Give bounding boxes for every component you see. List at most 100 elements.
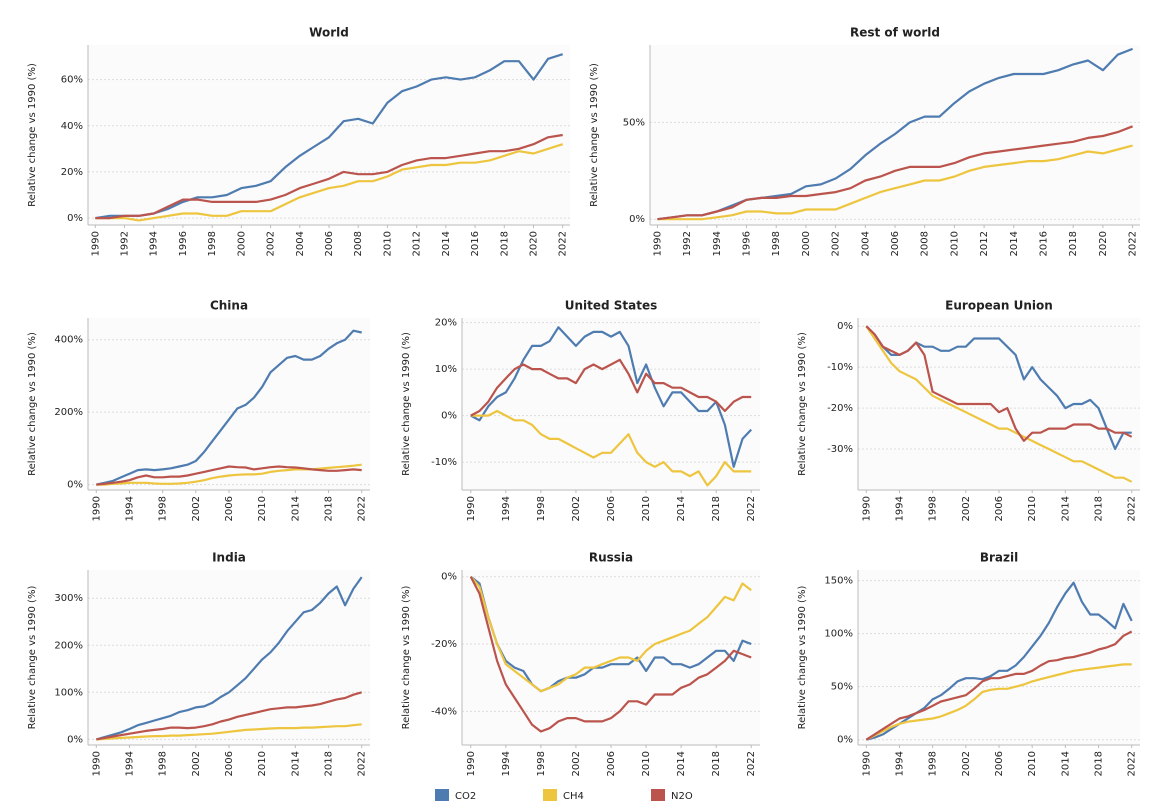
x-tick-label: 1998 [771, 231, 782, 256]
x-tick-label: 1998 [928, 496, 939, 521]
x-tick-label: 2012 [412, 231, 423, 256]
x-tick-label: 2002 [191, 751, 202, 776]
x-tick-label: 1998 [158, 496, 169, 521]
x-tick-label: 2018 [324, 496, 335, 521]
y-tick-label: -20% [431, 639, 457, 650]
y-axis-label: Relative change vs 1990 (%) [401, 332, 412, 476]
series-line [865, 325, 1133, 442]
series-line [96, 723, 362, 741]
legend-label: CH4 [563, 791, 584, 802]
plot-area [462, 570, 760, 745]
plot-area [88, 45, 570, 225]
series-line [657, 144, 1133, 221]
y-tick-label: 0% [67, 213, 83, 224]
x-tick-label: 2010 [949, 231, 960, 256]
x-tick-label: 1998 [928, 751, 939, 776]
x-tick-label: 2012 [979, 231, 990, 256]
x-tick-label: 1996 [178, 231, 189, 256]
chart-panel: -10% 0% 10% 20% 1990 1994 1998 2002 2006 2010 2014… [401, 299, 760, 521]
x-tick-label: 1998 [536, 496, 547, 521]
x-tick-label: 1990 [652, 231, 663, 256]
legend-swatch [435, 789, 449, 801]
y-tick-label: 400% [54, 335, 83, 346]
chart-title: India [212, 551, 246, 565]
x-tick-label: 2006 [994, 496, 1005, 521]
x-tick-label: 2018 [1094, 496, 1105, 521]
x-tick-label: 2016 [1038, 231, 1049, 256]
chart-panel: 0% 50% 100% 150% 1990 1994 1998 2002 2006 2010 201… [797, 551, 1140, 776]
x-tick-label: 2010 [257, 751, 268, 776]
plot-area [858, 318, 1140, 490]
series-line [865, 663, 1132, 741]
series-line [657, 125, 1133, 221]
x-tick-label: 2000 [801, 231, 812, 256]
y-axis-label: Relative change vs 1990 (%) [27, 63, 38, 207]
y-axis-label: Relative change vs 1990 (%) [589, 63, 600, 207]
y-tick-label: 40% [61, 121, 83, 132]
series-line [469, 575, 752, 693]
x-tick-label: 2014 [676, 496, 687, 521]
x-tick-label: 2014 [1060, 751, 1071, 776]
x-tick-label: 1990 [91, 751, 102, 776]
x-tick-label: 2002 [266, 231, 277, 256]
y-tick-label: 20% [61, 167, 83, 178]
x-tick-label: 2006 [224, 496, 235, 521]
x-tick-label: 1994 [124, 751, 135, 776]
x-tick-label: 1996 [742, 231, 753, 256]
y-tick-label: 150% [824, 576, 853, 587]
x-tick-label: 2002 [191, 496, 202, 521]
y-tick-label: 10% [435, 364, 457, 375]
x-tick-label: 1992 [120, 231, 131, 256]
x-tick-label: 2010 [1027, 751, 1038, 776]
x-tick-label: 2018 [499, 231, 510, 256]
x-tick-label: 2000 [236, 231, 247, 256]
chart-title: Russia [589, 551, 633, 565]
x-tick-label: 2018 [1068, 231, 1079, 256]
legend-swatch [651, 789, 665, 801]
x-tick-label: 2020 [1098, 231, 1109, 256]
x-tick-label: 2022 [1127, 751, 1138, 776]
x-tick-label: 2022 [1128, 231, 1139, 256]
x-tick-label: 1998 [207, 231, 218, 256]
chart-title: Brazil [980, 551, 1018, 565]
y-tick-label: 300% [54, 593, 83, 604]
x-tick-label: 1994 [149, 231, 160, 256]
y-tick-label: 0% [629, 214, 645, 225]
series-line [470, 575, 752, 693]
x-tick-label: 2002 [571, 751, 582, 776]
x-tick-label: 2002 [831, 231, 842, 256]
series-line [866, 581, 1133, 741]
series-line [865, 630, 1133, 741]
x-tick-label: 2014 [290, 496, 301, 521]
x-tick-label: 1990 [861, 751, 872, 776]
y-tick-label: 60% [61, 75, 83, 86]
y-tick-label: -10% [827, 362, 853, 373]
x-tick-label: 2010 [257, 496, 268, 521]
y-tick-label: 0% [441, 572, 457, 583]
y-tick-label: -30% [827, 444, 853, 455]
x-tick-label: 2008 [920, 231, 931, 256]
series-line [95, 53, 564, 220]
y-axis-label: Relative change vs 1990 (%) [797, 586, 808, 730]
x-tick-label: 2002 [571, 496, 582, 521]
y-tick-label: -40% [431, 706, 457, 717]
chart-panel: 0% -10% -20% -30% 1990 1994 1998 2002 2006 2010 20… [797, 299, 1140, 521]
x-tick-label: 1998 [536, 751, 547, 776]
x-tick-label: 2014 [1060, 496, 1071, 521]
x-tick-label: 2018 [711, 751, 722, 776]
x-tick-label: 2006 [606, 496, 617, 521]
series-line [96, 691, 363, 741]
x-tick-label: 2004 [295, 231, 306, 256]
x-tick-label: 2020 [528, 231, 539, 256]
x-tick-label: 1990 [466, 496, 477, 521]
x-tick-label: 2022 [558, 231, 569, 256]
x-tick-label: 1994 [894, 751, 905, 776]
y-tick-label: 0% [837, 321, 853, 332]
series-line [95, 576, 363, 741]
series-line [469, 576, 752, 733]
series-line [470, 409, 752, 487]
y-tick-label: 100% [824, 629, 853, 640]
x-tick-label: 1994 [501, 496, 512, 521]
x-tick-label: 2022 [746, 751, 757, 776]
x-tick-label: 2018 [711, 496, 722, 521]
